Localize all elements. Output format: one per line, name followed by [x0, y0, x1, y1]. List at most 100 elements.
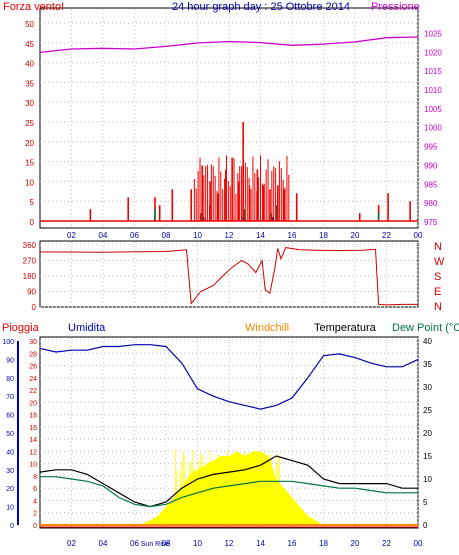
solar-column	[223, 463, 225, 525]
x-axis-tick-label: 22	[382, 539, 391, 548]
solar-column	[263, 462, 265, 525]
direction-axis-tick-label: 360	[23, 241, 37, 250]
wind-bar	[358, 213, 361, 221]
wind-bar	[227, 181, 229, 221]
left-axis-tick-label: 20	[25, 139, 34, 148]
wind-bar	[267, 159, 269, 221]
humidity-axis-tick-label: 0	[10, 523, 14, 530]
right-axis-tick-label: 975	[424, 218, 438, 227]
left-axis-tick-label: 50	[25, 20, 34, 29]
solar-column	[245, 463, 247, 525]
solar-column	[181, 461, 183, 525]
right-axis-tick-label: 1000	[424, 124, 442, 133]
left-axis-tick-label: 0	[30, 218, 35, 227]
wind-bar	[283, 189, 285, 221]
rain-axis-tick-label: 22	[29, 388, 37, 395]
wind-bar	[225, 169, 227, 221]
rain-axis-tick-label: 2	[33, 511, 37, 518]
rain-axis-tick-label: 12	[29, 449, 37, 456]
rain-axis-tick-label: 16	[29, 425, 37, 432]
wind-bar	[89, 209, 92, 221]
solar-column	[230, 498, 231, 525]
wind-bar	[262, 185, 265, 221]
pressure-series-label: Pressione	[371, 1, 420, 13]
wind-bar	[197, 170, 199, 221]
solar-column	[234, 456, 236, 525]
wind-bar	[231, 170, 233, 221]
solar-column	[216, 459, 217, 525]
x-axis-tick-label: 20	[351, 231, 360, 240]
windchill-series-label: Windchill	[245, 322, 289, 334]
wind-bar	[209, 181, 211, 221]
tick-labels-layer: 0510152025303540455097598098599099510001…	[2, 20, 445, 548]
temperature-axis-tick-label: 0	[423, 521, 428, 530]
left-axis-tick-label: 10	[25, 178, 34, 187]
right-axis-tick-label: 990	[424, 161, 438, 170]
solar-column	[271, 454, 272, 525]
dewpoint-series-label: Dew Point (°C	[392, 322, 459, 334]
grid-layer	[40, 9, 419, 527]
wind-bar	[377, 213, 380, 221]
panel-3-frame	[39, 336, 419, 529]
temperature-axis-tick-label: 30	[423, 383, 432, 392]
wind-bar	[127, 197, 129, 221]
wind-bar	[235, 193, 237, 221]
wind-bar	[208, 204, 210, 221]
wind-bar	[220, 171, 222, 221]
wind-bar	[244, 162, 246, 221]
solar-column	[176, 469, 178, 525]
x-axis-tick-label: 18	[319, 539, 328, 548]
wind-bar	[212, 166, 214, 221]
x-axis-tick-label: 02	[67, 231, 76, 240]
wind-bar	[171, 189, 174, 221]
rain-axis-tick-label: 30	[29, 339, 37, 346]
right-axis-tick-label: 1020	[424, 48, 442, 57]
solar-column	[193, 467, 195, 525]
wind-bar	[275, 205, 278, 221]
wind-bar	[239, 166, 241, 221]
x-axis-tick-label: 20	[351, 539, 360, 548]
compass-label: E	[434, 286, 441, 298]
wind-bar	[272, 217, 274, 221]
x-axis-tick-label: 12	[225, 539, 234, 548]
solar-column	[253, 454, 255, 525]
solar-column	[195, 496, 197, 525]
temperature-axis-tick-label: 5	[423, 498, 428, 507]
wind-bar	[284, 187, 286, 221]
solar-column	[189, 463, 191, 525]
x-axis-tick-label: 06	[130, 231, 139, 240]
wind-bar	[193, 178, 195, 221]
wind-series-label: Forza vento!	[3, 1, 64, 13]
temperature-series-label: Temperatura	[314, 322, 377, 334]
wind-bar	[210, 164, 212, 221]
x-axis-tick-label: 04	[99, 231, 108, 240]
left-axis-tick-label: 5	[30, 198, 35, 207]
wind-bar	[263, 183, 265, 221]
humidity-axis-tick-label: 40	[6, 449, 14, 456]
wind-bar	[207, 164, 209, 221]
rain-axis-tick-label: 18	[29, 413, 37, 420]
solar-column	[272, 475, 274, 525]
temperature-axis-tick-label: 35	[423, 360, 432, 369]
solar-column	[236, 454, 238, 525]
wind-bar	[218, 157, 220, 221]
solar-column	[279, 454, 280, 525]
solar-column	[209, 450, 211, 525]
wind-bar	[154, 209, 156, 221]
solar-column	[192, 449, 194, 525]
solar-column	[225, 460, 227, 525]
humidity-axis-tick-label: 50	[6, 431, 14, 438]
humidity-axis-tick-label: 10	[6, 505, 14, 512]
wind-bar	[201, 191, 203, 221]
right-axis-tick-label: 1010	[424, 86, 442, 95]
solar-column	[239, 493, 241, 525]
compass-label: N	[434, 241, 442, 253]
wind-bar	[258, 177, 260, 221]
solar-column	[184, 455, 186, 525]
x-axis-tick-label: 10	[193, 231, 202, 240]
dewpoint-line	[40, 476, 418, 508]
humidity-series-label: Umidita	[68, 322, 106, 334]
solar-column	[214, 473, 216, 525]
x-axis-tick-label: 12	[225, 231, 234, 240]
solar-area	[139, 451, 324, 525]
